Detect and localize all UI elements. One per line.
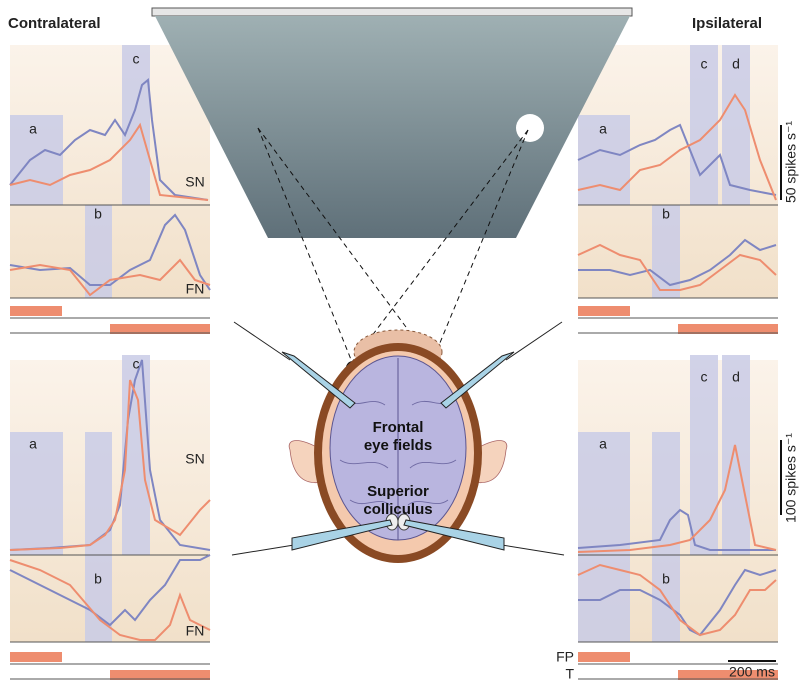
scale-label: 200 ms <box>729 664 775 680</box>
screen <box>152 8 632 362</box>
track-label: FN <box>186 281 205 297</box>
scale-label: 50 spikes s⁻¹ <box>783 121 799 203</box>
epoch-label: d <box>732 369 740 385</box>
epoch-band <box>122 45 150 205</box>
track-label: SN <box>185 451 204 467</box>
epoch-label: d <box>732 56 740 72</box>
epoch-label: a <box>29 436 37 452</box>
track-label: SN <box>185 174 204 190</box>
fixation-bar <box>578 306 630 316</box>
epoch-band <box>652 432 680 642</box>
epoch-label: b <box>662 206 670 222</box>
fixation-bar <box>10 306 62 316</box>
epoch-label: b <box>662 571 670 587</box>
header: Contralateral <box>8 15 101 32</box>
epoch-label: c <box>133 356 140 372</box>
track-label: FN <box>186 623 205 639</box>
brain-label: eye fields <box>364 437 432 454</box>
header: Ipsilateral <box>692 15 762 32</box>
brain-label: colliculus <box>363 501 432 518</box>
epoch-label: a <box>599 436 607 452</box>
timing-label: FP <box>556 649 574 665</box>
fixation-bar <box>578 652 630 662</box>
figure: a b c SN FN a b c d a b c SN FN a b c d <box>0 0 799 680</box>
epoch-label: c <box>701 369 708 385</box>
epoch-label: a <box>599 121 607 137</box>
epoch-label: c <box>701 56 708 72</box>
brain-label: Frontal <box>373 419 424 436</box>
epoch-label: b <box>94 571 102 587</box>
epoch-label: b <box>94 206 102 222</box>
epoch-label: a <box>29 121 37 137</box>
fixation-bar <box>10 652 62 662</box>
epoch-band <box>578 432 630 642</box>
timing-label: T <box>565 666 574 680</box>
epoch-label: c <box>133 51 140 67</box>
brain-label: Superior <box>367 483 429 500</box>
scale-label: 100 spikes s⁻¹ <box>783 433 799 523</box>
